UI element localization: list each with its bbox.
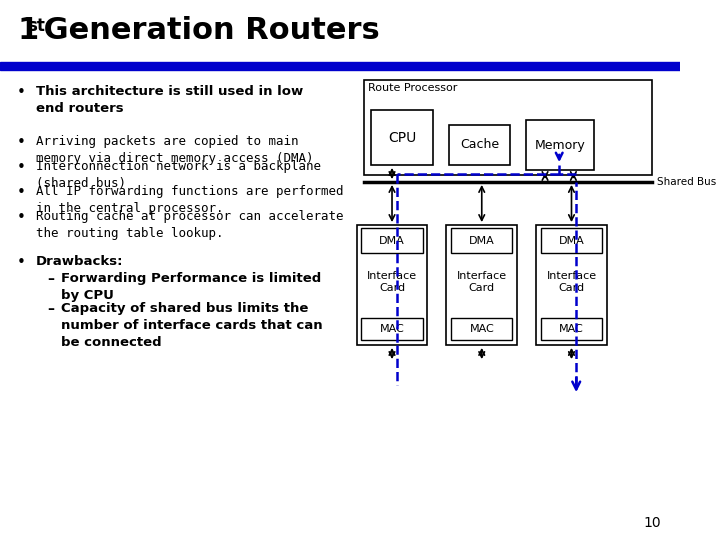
FancyBboxPatch shape (451, 228, 513, 253)
FancyBboxPatch shape (361, 318, 423, 340)
Text: 1: 1 (17, 16, 38, 45)
Text: Cache: Cache (460, 138, 499, 152)
Text: MAC: MAC (469, 324, 494, 334)
FancyBboxPatch shape (526, 120, 594, 170)
Text: Capacity of shared bus limits the
number of interface cards that can
be connecte: Capacity of shared bus limits the number… (61, 302, 323, 349)
Text: Drawbacks:: Drawbacks: (36, 255, 123, 268)
FancyBboxPatch shape (446, 225, 517, 345)
Text: •: • (17, 185, 26, 200)
Text: st: st (27, 17, 45, 35)
Text: 10: 10 (644, 516, 661, 530)
Text: MAC: MAC (379, 324, 405, 334)
FancyBboxPatch shape (449, 125, 510, 165)
Text: –: – (48, 272, 54, 286)
FancyBboxPatch shape (364, 80, 652, 175)
Text: •: • (17, 135, 26, 150)
FancyBboxPatch shape (536, 225, 607, 345)
FancyBboxPatch shape (541, 318, 602, 340)
Text: Route Processor: Route Processor (369, 83, 458, 93)
FancyBboxPatch shape (451, 318, 513, 340)
Text: Interface
Card: Interface Card (546, 271, 597, 293)
FancyBboxPatch shape (356, 225, 428, 345)
Text: DMA: DMA (559, 235, 585, 246)
Text: •: • (17, 160, 26, 175)
Text: MAC: MAC (559, 324, 584, 334)
Text: Interface
Card: Interface Card (367, 271, 417, 293)
Text: Arriving packets are copied to main
memory via direct memory access (DMA): Arriving packets are copied to main memo… (36, 135, 313, 165)
Text: CPU: CPU (388, 131, 416, 145)
Text: Interface
Card: Interface Card (456, 271, 507, 293)
Text: Interconnection network is a backplane
(shared bus): Interconnection network is a backplane (… (36, 160, 321, 190)
Text: Generation Routers: Generation Routers (33, 16, 380, 45)
Text: All IP forwarding functions are performed
in the central processor.: All IP forwarding functions are performe… (36, 185, 343, 215)
Text: Routing cache at processor can accelerate
the routing table lookup.: Routing cache at processor can accelerat… (36, 210, 343, 240)
FancyBboxPatch shape (372, 110, 433, 165)
Text: •: • (17, 85, 26, 100)
Text: This architecture is still used in low
end routers: This architecture is still used in low e… (36, 85, 303, 115)
Text: DMA: DMA (469, 235, 495, 246)
Text: •: • (17, 210, 26, 225)
FancyBboxPatch shape (541, 228, 602, 253)
Text: Memory: Memory (535, 138, 585, 152)
Text: –: – (48, 302, 54, 316)
FancyBboxPatch shape (361, 228, 423, 253)
Text: DMA: DMA (379, 235, 405, 246)
Text: Forwarding Performance is limited
by CPU: Forwarding Performance is limited by CPU (61, 272, 322, 302)
Text: Shared Bus: Shared Bus (657, 177, 716, 187)
Bar (0, 62, 680, 70)
Text: •: • (17, 255, 26, 270)
